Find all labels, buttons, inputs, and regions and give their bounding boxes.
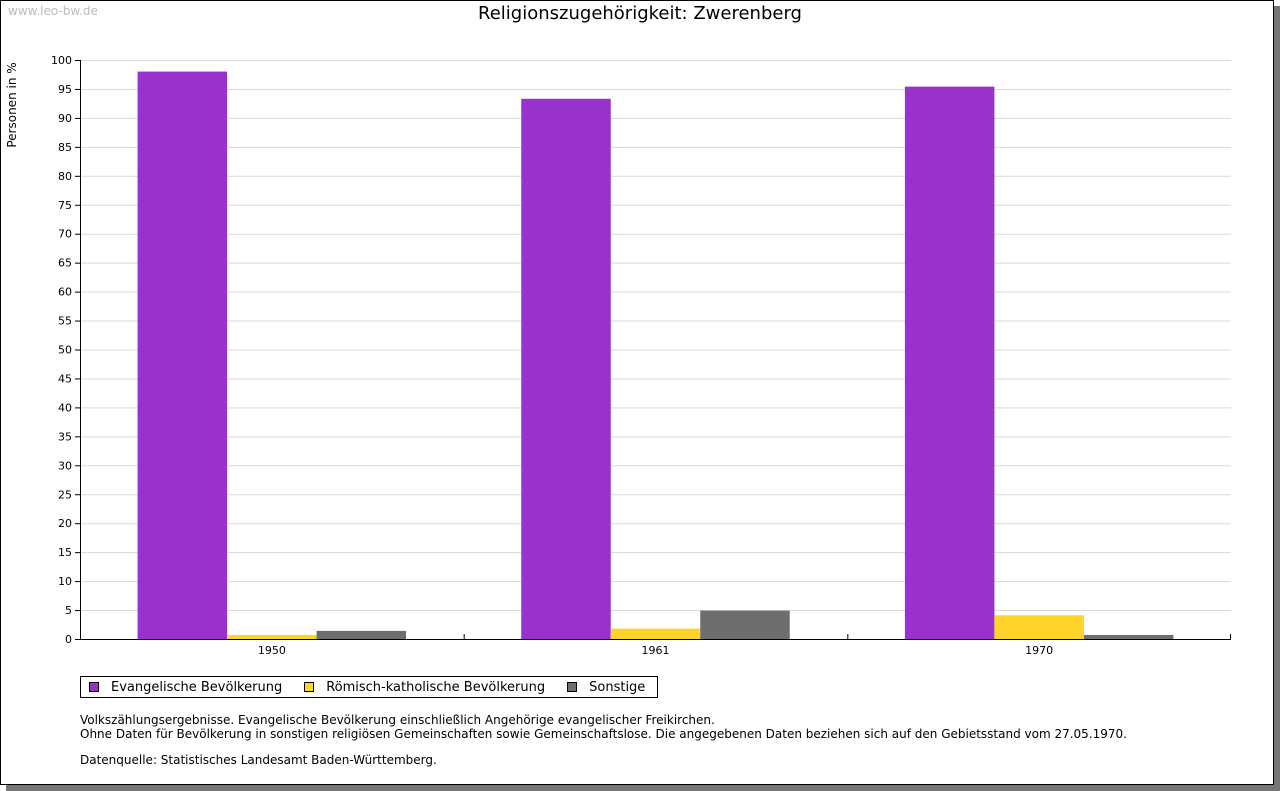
y-tick-label-30: 30 <box>58 459 72 472</box>
y-tick-label-95: 95 <box>58 83 72 96</box>
y-tick-label-10: 10 <box>58 575 72 588</box>
bar-1970-1 <box>904 86 995 639</box>
y-tick-label-70: 70 <box>58 228 72 241</box>
legend-item-3: Sonstige <box>567 680 645 695</box>
y-axis-label: Personen in % <box>5 62 19 147</box>
legend-item-2: Römisch-katholische Bevölkerung <box>304 680 545 695</box>
data-source: Datenquelle: Statistisches Landesamt Bad… <box>80 753 437 767</box>
y-tick-label-85: 85 <box>58 141 72 154</box>
bar-1950-3 <box>316 630 407 639</box>
legend-label-2: Römisch-katholische Bevölkerung <box>326 679 546 695</box>
legend-item-1: Evangelische Bevölkerung <box>89 680 282 695</box>
y-tick-label-45: 45 <box>58 372 72 385</box>
y-tick-label-25: 25 <box>58 488 72 501</box>
bar-1950-1 <box>137 71 228 639</box>
y-tick-label-20: 20 <box>58 517 72 530</box>
y-tick-label-60: 60 <box>58 286 72 299</box>
y-tick-label-75: 75 <box>58 199 72 212</box>
y-tick-label-15: 15 <box>58 546 72 559</box>
legend: Evangelische Bevölkerung Römisch-katholis… <box>80 676 659 698</box>
bar-1970-2 <box>994 615 1084 639</box>
frame-shadow-bottom <box>6 785 1280 791</box>
y-tick-label-5: 5 <box>65 604 72 617</box>
legend-swatch-3 <box>567 682 578 692</box>
legend-swatch-2 <box>304 682 315 692</box>
bar-1950-2 <box>227 634 317 639</box>
y-axis-ticks: 0 5 10 15 20 25 30 35 40 45 50 55 60 65 70 75 80 85 90 95 10… <box>51 54 80 646</box>
chart-title: Religionszugehörigkeit: Zwerenberg <box>478 3 802 24</box>
x-tick-label-1950: 1950 <box>258 644 286 657</box>
y-tick-label-90: 90 <box>58 112 72 125</box>
watermark: www.leo-bw.de <box>8 4 98 18</box>
y-tick-label-55: 55 <box>58 315 72 328</box>
bar-1961-3 <box>700 610 790 639</box>
y-tick-label-65: 65 <box>58 257 72 270</box>
y-tick-label-50: 50 <box>58 344 72 357</box>
x-tick-label-1961: 1961 <box>642 644 670 657</box>
y-tick-label-0: 0 <box>65 633 72 646</box>
legend-label-1: Evangelische Bevölkerung <box>111 679 283 695</box>
note-line-1: Volkszählungsergebnisse. Evangelische Be… <box>80 713 715 727</box>
legend-label-3: Sonstige <box>589 679 646 695</box>
frame-shadow-right <box>1274 6 1280 791</box>
bar-chart: 0 5 10 15 20 25 30 35 40 45 50 55 60 65 70 75 80 85 90 95 10… <box>5 54 1231 657</box>
bars <box>137 71 1174 640</box>
bar-1961-2 <box>610 628 701 639</box>
y-tick-label-35: 35 <box>58 430 72 443</box>
x-tick-label-1970: 1970 <box>1025 644 1053 657</box>
y-tick-label-80: 80 <box>58 170 72 183</box>
y-tick-label-100: 100 <box>51 54 72 67</box>
y-tick-label-40: 40 <box>58 401 72 414</box>
note-line-2: Ohne Daten für Bevölkerung in sonstigen … <box>80 727 1127 741</box>
x-axis-ticks: 1950 1961 1970 <box>258 634 1231 657</box>
legend-swatch-1 <box>89 682 99 692</box>
grid-lines <box>80 60 1231 612</box>
bar-1961-1 <box>521 98 611 640</box>
bar-1970-3 <box>1083 634 1174 639</box>
